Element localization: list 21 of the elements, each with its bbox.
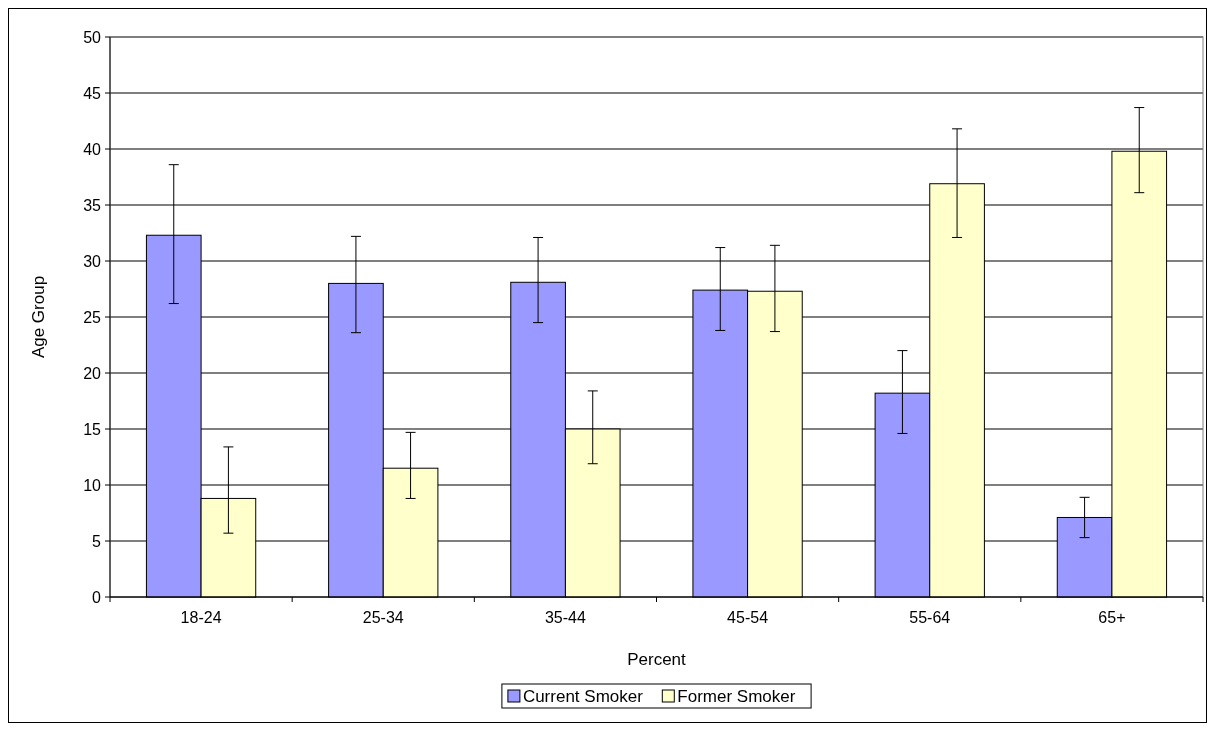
y-axis-title: Age Group	[29, 275, 48, 359]
legend-label: Former Smoker	[677, 686, 796, 706]
y-tick-label: 45	[83, 84, 102, 102]
y-tick-label: 35	[83, 196, 102, 214]
x-tick-label: 65+	[1098, 609, 1126, 626]
y-tick-label: 40	[83, 140, 102, 158]
y-tick-label: 5	[92, 532, 102, 550]
x-tick-label: 45-54	[727, 609, 769, 626]
y-tick-label: 15	[83, 420, 102, 438]
y-tick-label: 20	[83, 364, 102, 382]
legend-label: Current Smoker	[522, 686, 644, 706]
x-axis-title: Percent	[627, 650, 687, 669]
x-tick-label: 35-44	[544, 609, 586, 626]
y-tick-label: 50	[83, 28, 102, 46]
x-tick-label: 25-34	[362, 609, 404, 626]
y-tick-label: 30	[83, 252, 102, 270]
y-tick-label: 0	[92, 588, 102, 606]
x-tick-label: 55-64	[909, 609, 951, 626]
y-tick-label: 25	[83, 308, 102, 326]
x-tick-label: 18-24	[180, 609, 222, 626]
y-tick-label: 10	[83, 476, 102, 494]
